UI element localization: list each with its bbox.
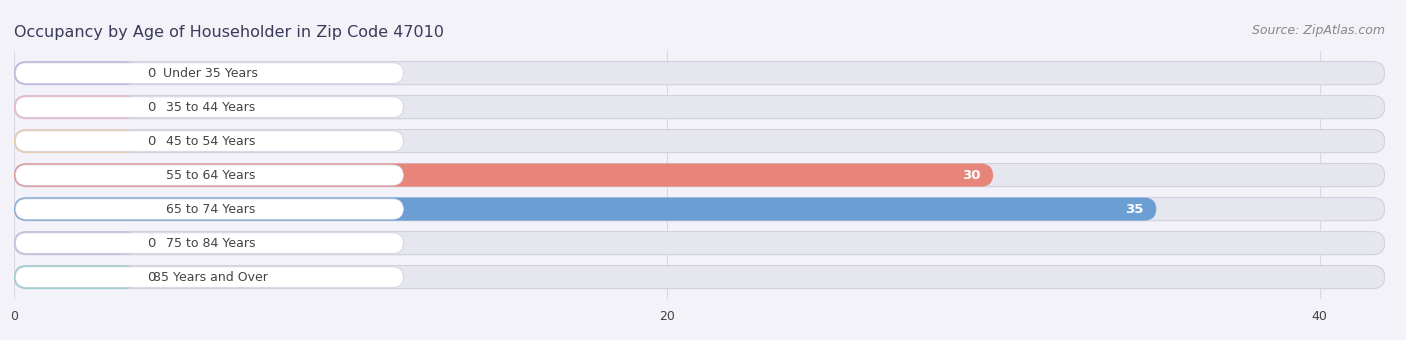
FancyBboxPatch shape bbox=[14, 130, 1385, 153]
FancyBboxPatch shape bbox=[14, 198, 1385, 221]
Text: 0: 0 bbox=[148, 271, 156, 284]
FancyBboxPatch shape bbox=[14, 130, 138, 153]
FancyBboxPatch shape bbox=[15, 97, 404, 117]
FancyBboxPatch shape bbox=[15, 267, 404, 287]
FancyBboxPatch shape bbox=[14, 96, 138, 119]
FancyBboxPatch shape bbox=[14, 164, 993, 187]
FancyBboxPatch shape bbox=[15, 233, 404, 253]
FancyBboxPatch shape bbox=[14, 266, 138, 289]
FancyBboxPatch shape bbox=[15, 165, 404, 185]
Text: 75 to 84 Years: 75 to 84 Years bbox=[166, 237, 256, 250]
FancyBboxPatch shape bbox=[15, 131, 404, 151]
Text: 0: 0 bbox=[148, 67, 156, 80]
Text: 35 to 44 Years: 35 to 44 Years bbox=[166, 101, 256, 114]
Text: 35: 35 bbox=[1125, 203, 1143, 216]
FancyBboxPatch shape bbox=[14, 164, 1385, 187]
FancyBboxPatch shape bbox=[14, 232, 1385, 255]
FancyBboxPatch shape bbox=[15, 63, 404, 83]
Text: Under 35 Years: Under 35 Years bbox=[163, 67, 259, 80]
FancyBboxPatch shape bbox=[14, 198, 1156, 221]
FancyBboxPatch shape bbox=[14, 96, 1385, 119]
Text: 65 to 74 Years: 65 to 74 Years bbox=[166, 203, 256, 216]
FancyBboxPatch shape bbox=[14, 62, 138, 85]
FancyBboxPatch shape bbox=[14, 62, 1385, 85]
Text: 0: 0 bbox=[148, 237, 156, 250]
Text: 0: 0 bbox=[148, 101, 156, 114]
FancyBboxPatch shape bbox=[14, 266, 1385, 289]
Text: Occupancy by Age of Householder in Zip Code 47010: Occupancy by Age of Householder in Zip C… bbox=[14, 25, 444, 40]
FancyBboxPatch shape bbox=[14, 232, 138, 255]
Text: 0: 0 bbox=[148, 135, 156, 148]
Text: 55 to 64 Years: 55 to 64 Years bbox=[166, 169, 256, 182]
Text: 45 to 54 Years: 45 to 54 Years bbox=[166, 135, 256, 148]
FancyBboxPatch shape bbox=[15, 199, 404, 219]
Text: 30: 30 bbox=[962, 169, 980, 182]
Text: 85 Years and Over: 85 Years and Over bbox=[153, 271, 269, 284]
Text: Source: ZipAtlas.com: Source: ZipAtlas.com bbox=[1251, 24, 1385, 37]
